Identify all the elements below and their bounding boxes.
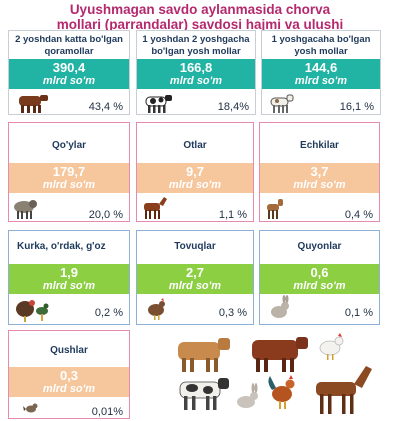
title-line-2: mollari (parrandalar) savdosi hajmi va u… bbox=[56, 17, 344, 32]
unit-text: mlrd so'm bbox=[42, 179, 96, 191]
value-band: 9,7 mlrd so'm bbox=[137, 163, 253, 193]
card-sheep: Qo'ylar 179,7 mlrd so'm 20,0 % bbox=[8, 122, 130, 222]
card-turkey-duck-goose: Kurka, o'rdak, g'oz 1,9 mlrd so'm 0,2 % bbox=[8, 230, 130, 325]
unit-text: mlrd so'm bbox=[169, 75, 223, 87]
unit-text: mlrd so'm bbox=[293, 280, 346, 292]
horse-illustration-icon bbox=[316, 366, 372, 414]
card-label: Echkilar bbox=[300, 140, 339, 151]
unit-text: mlrd so'm bbox=[42, 75, 96, 87]
share-text: 0,4 % bbox=[344, 209, 373, 221]
card-young-1-2: 1 yoshdan 2 yoshgacha bo'lgan yosh molla… bbox=[136, 30, 256, 115]
page-title: Uyushmagan savdo aylanmasida chorva moll… bbox=[0, 2, 400, 32]
share-text: 43,4 % bbox=[88, 101, 123, 113]
card-goats: Echkilar 3,7 mlrd so'm 0,4 % bbox=[259, 122, 380, 222]
cow-icon bbox=[19, 95, 48, 113]
value-band: 1,9 mlrd so'm bbox=[9, 264, 129, 294]
value-text: 144,6 bbox=[304, 60, 338, 75]
value-text: 3,7 bbox=[310, 164, 329, 179]
value-band: 0,6 mlrd so'm bbox=[260, 264, 379, 294]
share-text: 1,1 % bbox=[218, 209, 247, 221]
bird-icon bbox=[23, 403, 38, 413]
card-chickens: Tovuqlar 2,7 mlrd so'm 0,3 % bbox=[136, 230, 254, 325]
sheep-icon bbox=[14, 200, 37, 219]
share-text: 16,1 % bbox=[339, 101, 374, 113]
value-band: 0,3 mlrd so'm bbox=[9, 367, 129, 397]
cow-illustration-icon bbox=[178, 338, 230, 372]
value-text: 0,6 bbox=[310, 265, 329, 280]
share-text: 18,4% bbox=[217, 101, 249, 113]
card-cattle: 2 yoshdan katta bo'lgan qoramollar 390,4… bbox=[8, 30, 130, 115]
value-text: 179,7 bbox=[52, 164, 86, 179]
bull-illustration-icon bbox=[252, 337, 308, 372]
value-band: 179,7 mlrd so'm bbox=[9, 163, 129, 193]
horse-icon bbox=[144, 197, 167, 219]
value-band: 390,4 mlrd so'm bbox=[9, 59, 129, 89]
rabbit-icon bbox=[271, 295, 289, 318]
share-text: 0,01% bbox=[91, 406, 123, 418]
card-label: Tovuqlar bbox=[174, 241, 216, 252]
card-label: Quyonlar bbox=[297, 241, 342, 252]
unit-text: mlrd so'm bbox=[293, 179, 346, 191]
unit-text: mlrd so'm bbox=[168, 280, 222, 292]
value-text: 2,7 bbox=[185, 265, 205, 280]
calf-icon bbox=[145, 95, 172, 113]
young-calf-icon bbox=[270, 94, 294, 113]
value-text: 1,9 bbox=[59, 265, 79, 280]
unit-text: mlrd so'm bbox=[42, 280, 96, 292]
card-label: 1 yoshdan 2 yoshgacha bo'lgan yosh molla… bbox=[142, 34, 250, 57]
chicken-icon bbox=[148, 298, 165, 320]
rabbit-illustration-icon bbox=[237, 383, 258, 408]
card-label: Otlar bbox=[183, 140, 207, 151]
share-text: 0,2 % bbox=[94, 307, 123, 319]
value-text: 9,7 bbox=[185, 164, 205, 179]
card-label: 1 yoshgacaha bo'lgan yosh mollar bbox=[271, 34, 371, 57]
value-text: 166,8 bbox=[179, 60, 213, 75]
hen-illustration-icon bbox=[319, 333, 344, 360]
card-horses: Otlar 9,7 mlrd so'm 1,1 % bbox=[136, 122, 254, 222]
value-band: 3,7 mlrd so'm bbox=[260, 163, 379, 193]
value-band: 2,7 mlrd so'm bbox=[137, 264, 253, 294]
value-text: 390,4 bbox=[52, 60, 86, 75]
card-birds: Qushlar 0,3 mlrd so'm 0,01% bbox=[8, 330, 130, 419]
goat-icon bbox=[267, 199, 283, 219]
unit-text: mlrd so'm bbox=[168, 179, 222, 191]
animals-illustration bbox=[178, 333, 372, 414]
card-label: Qushlar bbox=[50, 345, 88, 356]
turkey-icon bbox=[16, 300, 49, 322]
card-rabbits: Quyonlar 0,6 mlrd so'm 0,1 % bbox=[259, 230, 380, 325]
spotted-cow-illustration-icon bbox=[179, 378, 229, 410]
unit-text: mlrd so'm bbox=[42, 383, 96, 395]
title-line-1: Uyushmagan savdo aylanmasida chorva bbox=[69, 2, 331, 17]
share-text: 0,1 % bbox=[344, 307, 373, 319]
unit-text: mlrd so'm bbox=[294, 75, 348, 87]
card-young-under-1: 1 yoshgacaha bo'lgan yosh mollar 144,6 m… bbox=[261, 30, 381, 115]
value-text: 0,3 bbox=[59, 368, 79, 383]
card-label: 2 yoshdan katta bo'lgan qoramollar bbox=[15, 34, 123, 57]
rooster-illustration-icon bbox=[268, 375, 295, 409]
value-band: 166,8 mlrd so'm bbox=[137, 59, 255, 89]
share-text: 20,0 % bbox=[88, 209, 123, 221]
card-label: Kurka, o'rdak, g'oz bbox=[17, 241, 106, 252]
value-band: 144,6 mlrd so'm bbox=[262, 59, 380, 89]
card-label: Qo'ylar bbox=[51, 140, 87, 151]
share-text: 0,3 % bbox=[218, 307, 247, 319]
